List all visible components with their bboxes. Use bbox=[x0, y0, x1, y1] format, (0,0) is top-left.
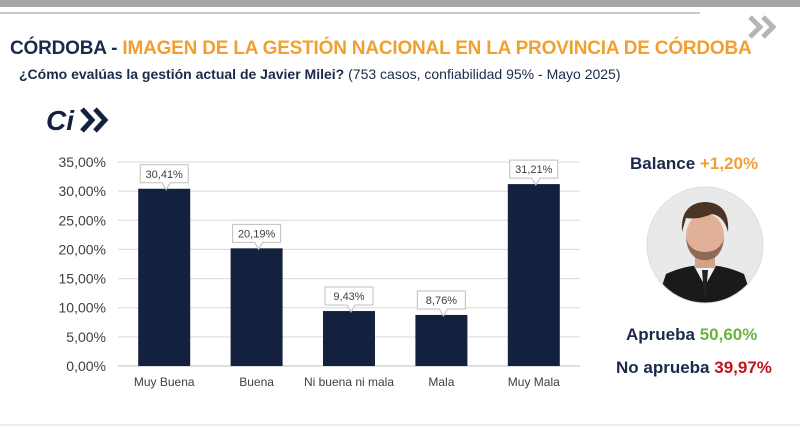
chevron-double-right-icon bbox=[748, 15, 777, 39]
subtitle: ¿Cómo evalúas la gestión actual de Javie… bbox=[19, 66, 621, 82]
x-tick-label: Mala bbox=[428, 375, 454, 389]
top-divider bbox=[0, 12, 700, 14]
data-label-box bbox=[232, 223, 282, 251]
y-tick-label: 25,00% bbox=[59, 212, 106, 228]
title-main: IMAGEN DE LA GESTIÓN NACIONAL EN LA PROV… bbox=[122, 38, 752, 59]
title-prefix: CÓRDOBA - bbox=[10, 38, 118, 59]
approve-stat: Aprueba 50,60% bbox=[626, 325, 757, 345]
y-tick-label: 10,00% bbox=[59, 300, 106, 316]
x-tick-label: Ni buena ni mala bbox=[304, 375, 394, 389]
top-bar bbox=[0, 0, 800, 7]
data-label-box bbox=[139, 164, 189, 191]
bottom-divider bbox=[0, 424, 800, 426]
logo-text: Ci bbox=[46, 105, 75, 136]
balance: Balance +1,20% bbox=[630, 154, 758, 174]
data-label: 31,21% bbox=[515, 164, 553, 176]
survey-question: ¿Cómo evalúas la gestión actual de Javie… bbox=[19, 66, 345, 82]
y-tick-label: 5,00% bbox=[66, 329, 106, 345]
approve-label: Aprueba bbox=[626, 325, 695, 344]
approve-value: 50,60% bbox=[699, 325, 758, 344]
bar bbox=[415, 314, 468, 366]
bar-chart: 0,00% 5,00% 10,00% 15,00% 20,00% 25,00% 30,00%… bbox=[59, 154, 580, 389]
y-tick-label: 30,00% bbox=[59, 183, 106, 199]
disapprove-label: No aprueba bbox=[616, 358, 710, 377]
balance-value: +1,20% bbox=[699, 154, 759, 173]
disapprove-stat: No aprueba 39,97% bbox=[616, 358, 772, 378]
bar bbox=[507, 184, 560, 366]
disapprove-value: 39,97% bbox=[714, 358, 772, 377]
ci-logo: Ci bbox=[46, 105, 109, 136]
y-tick-label: 35,00% bbox=[59, 154, 106, 170]
data-label-box bbox=[416, 290, 466, 317]
data-label: 9,43% bbox=[333, 291, 364, 303]
balance-label: Balance bbox=[630, 154, 696, 173]
x-tick-label: Buena bbox=[239, 375, 274, 389]
x-tick-label: Muy Buena bbox=[134, 375, 195, 389]
bar bbox=[323, 311, 375, 366]
y-tick-label: 20,00% bbox=[59, 241, 106, 257]
y-tick-label: 0,00% bbox=[66, 358, 106, 374]
page-title: CÓRDOBA - IMAGEN DE LA GESTIÓN NACIONAL … bbox=[10, 38, 752, 60]
data-label-box bbox=[509, 159, 559, 187]
bar bbox=[138, 188, 191, 366]
survey-detail: (753 casos, confiabilidad 95% - Mayo 202… bbox=[348, 66, 621, 82]
bar bbox=[230, 248, 283, 366]
person-photo bbox=[646, 186, 764, 304]
data-label: 30,41% bbox=[146, 169, 184, 181]
data-label: 8,76% bbox=[426, 295, 457, 307]
y-tick-label: 15,00% bbox=[59, 271, 106, 287]
data-label: 20,19% bbox=[238, 228, 276, 240]
x-tick-label: Muy Mala bbox=[508, 375, 560, 389]
data-label-box bbox=[324, 286, 374, 314]
